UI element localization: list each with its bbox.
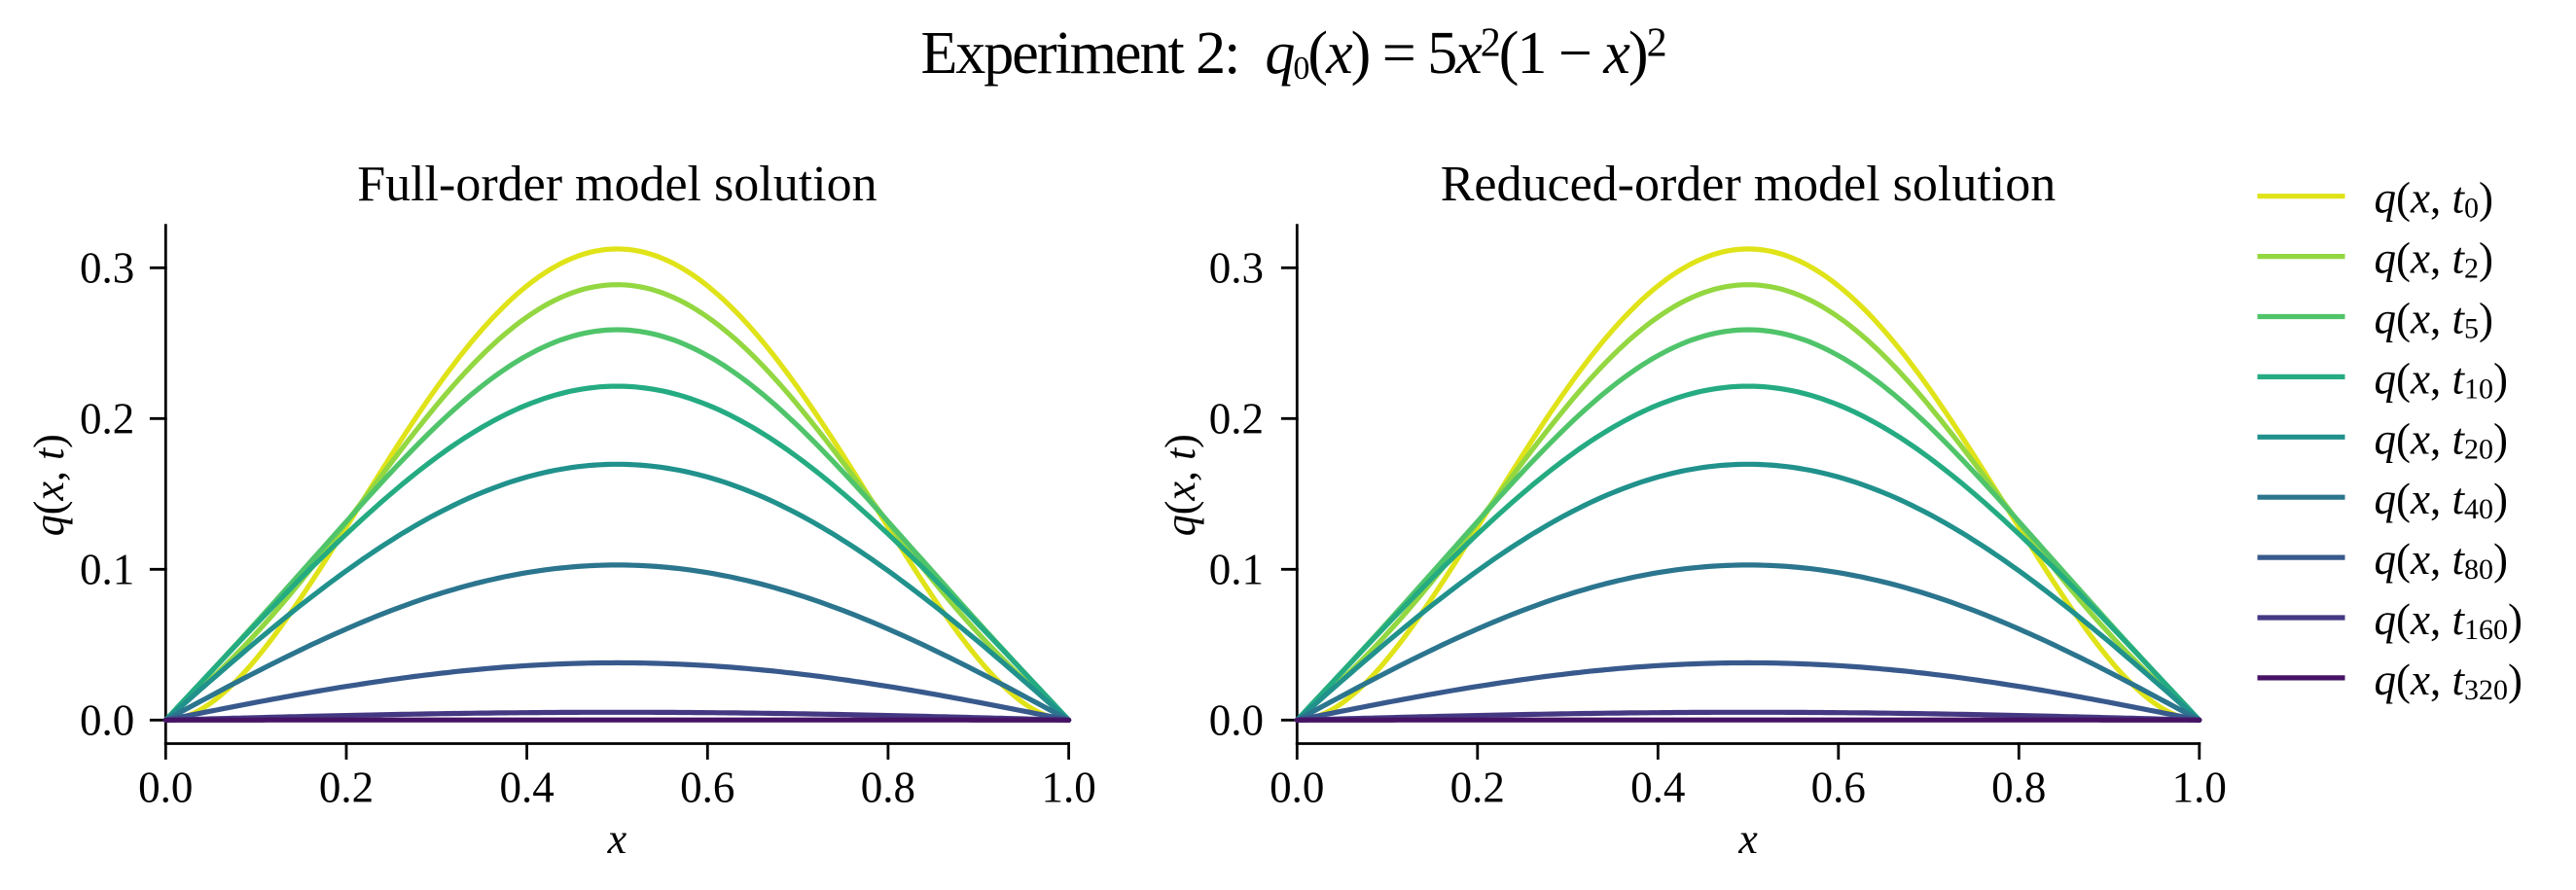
svg-text:0.4: 0.4 xyxy=(1630,764,1685,812)
svg-text:0.2: 0.2 xyxy=(1450,764,1505,812)
svg-text:q(x, t80): q(x, t80) xyxy=(2375,535,2509,586)
svg-text:0.3: 0.3 xyxy=(1209,243,1264,292)
svg-text:0.6: 0.6 xyxy=(680,764,734,812)
svg-text:0.8: 0.8 xyxy=(861,764,915,812)
svg-text:0.2: 0.2 xyxy=(80,394,134,443)
svg-text:q(x, t10): q(x, t10) xyxy=(2375,354,2509,405)
svg-text:1.0: 1.0 xyxy=(2172,764,2227,812)
svg-text:q(x, t2): q(x, t2) xyxy=(2375,234,2494,285)
svg-text:q(x, t): q(x, t) xyxy=(1157,434,1204,536)
svg-text:0.8: 0.8 xyxy=(1991,764,2046,812)
svg-text:x: x xyxy=(1737,815,1758,863)
svg-text:q(x, t0): q(x, t0) xyxy=(2375,174,2494,225)
svg-text:0.0: 0.0 xyxy=(80,695,134,744)
svg-text:0.2: 0.2 xyxy=(319,764,374,812)
svg-text:q(x, t40): q(x, t40) xyxy=(2375,475,2509,525)
svg-text:0.3: 0.3 xyxy=(80,243,134,292)
svg-text:q(x, t320): q(x, t320) xyxy=(2375,656,2523,706)
svg-text:q(x, t160): q(x, t160) xyxy=(2375,595,2523,646)
svg-text:0.2: 0.2 xyxy=(1209,394,1264,443)
svg-text:1.0: 1.0 xyxy=(1041,764,1095,812)
svg-text:0.4: 0.4 xyxy=(499,764,554,812)
svg-text:q(x, t20): q(x, t20) xyxy=(2375,414,2509,465)
svg-text:0.1: 0.1 xyxy=(80,545,134,593)
svg-text:0.6: 0.6 xyxy=(1811,764,1866,812)
svg-text:0.0: 0.0 xyxy=(138,764,193,812)
svg-text:0.1: 0.1 xyxy=(1209,545,1264,593)
svg-text:q(x, t5): q(x, t5) xyxy=(2375,295,2494,345)
svg-text:0.0: 0.0 xyxy=(1270,764,1324,812)
svg-text:q(x, t): q(x, t) xyxy=(25,434,73,536)
svg-text:Reduced-order model solution: Reduced-order model solution xyxy=(1441,157,2057,212)
svg-text:Full-order model solution: Full-order model solution xyxy=(357,157,877,212)
svg-text:x: x xyxy=(607,815,627,863)
svg-text:Experiment 2: q0(x) = 5x2(1 −: Experiment 2: q0(x) = 5x2(1 − x)2 xyxy=(920,20,1664,87)
svg-text:0.0: 0.0 xyxy=(1209,695,1264,744)
